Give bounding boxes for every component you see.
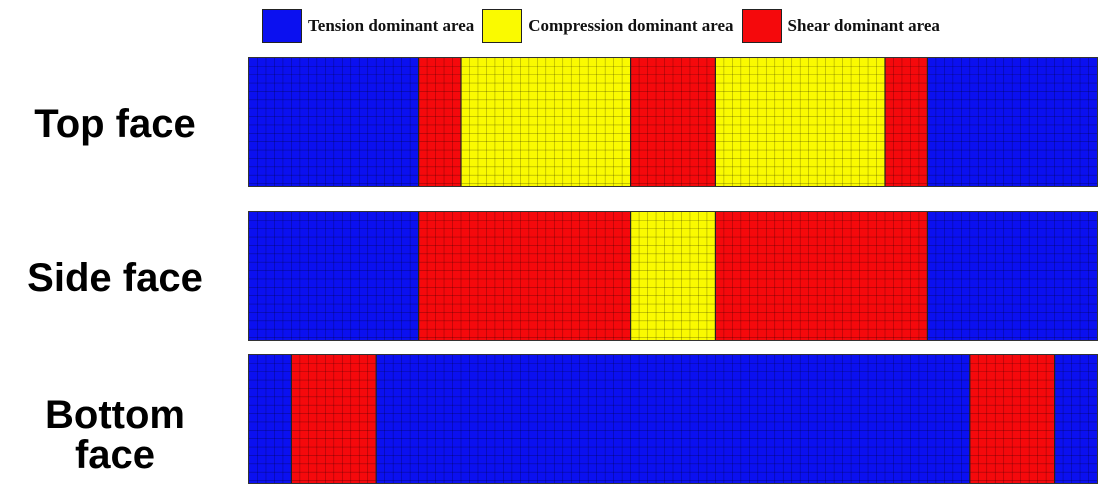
legend-label-tension: Tension dominant area: [308, 16, 475, 35]
top-face-label: Top face: [34, 102, 196, 146]
side-face-label: Side face: [27, 256, 203, 300]
tension-region: [376, 355, 970, 483]
legend-item-tension: Tension dominant area: [262, 9, 474, 43]
compression-region: [715, 58, 885, 186]
tension-region: [249, 212, 419, 340]
bottom-face-label: Bottom face: [45, 393, 185, 477]
legend-item-compression: Compression dominant area: [482, 9, 734, 43]
legend: Tension dominant area Compression domina…: [262, 8, 940, 44]
mesh-grid: [249, 212, 1097, 340]
legend-item-shear: Shear dominant area: [741, 9, 940, 43]
face-mesh: [249, 212, 1097, 340]
face-mesh: [249, 355, 1097, 483]
legend-label-compression: Compression dominant area: [528, 16, 734, 35]
mesh-grid: [249, 355, 1097, 483]
tension-region: [1054, 355, 1097, 483]
side-face-panel: [248, 211, 1098, 341]
compression-region: [461, 58, 631, 186]
shear-region: [418, 212, 631, 340]
tension-region: [249, 355, 292, 483]
compression-region: [630, 212, 716, 340]
top-face-panel: [248, 57, 1098, 187]
legend-swatch-compression: [482, 9, 523, 43]
shear-region: [969, 355, 1055, 483]
face-mesh: [249, 58, 1097, 186]
shear-region: [715, 212, 928, 340]
shear-region: [291, 355, 377, 483]
shear-region: [418, 58, 461, 186]
shear-region: [885, 58, 928, 186]
tension-region: [249, 58, 419, 186]
legend-swatch-tension: [262, 9, 302, 43]
bottom-face-panel: [248, 354, 1098, 484]
legend-swatch-shear: [741, 9, 782, 43]
mesh-grid: [249, 58, 1097, 186]
tension-region: [927, 58, 1097, 186]
legend-label-shear: Shear dominant area: [787, 16, 940, 35]
tension-region: [927, 212, 1097, 340]
shear-region: [630, 58, 716, 186]
